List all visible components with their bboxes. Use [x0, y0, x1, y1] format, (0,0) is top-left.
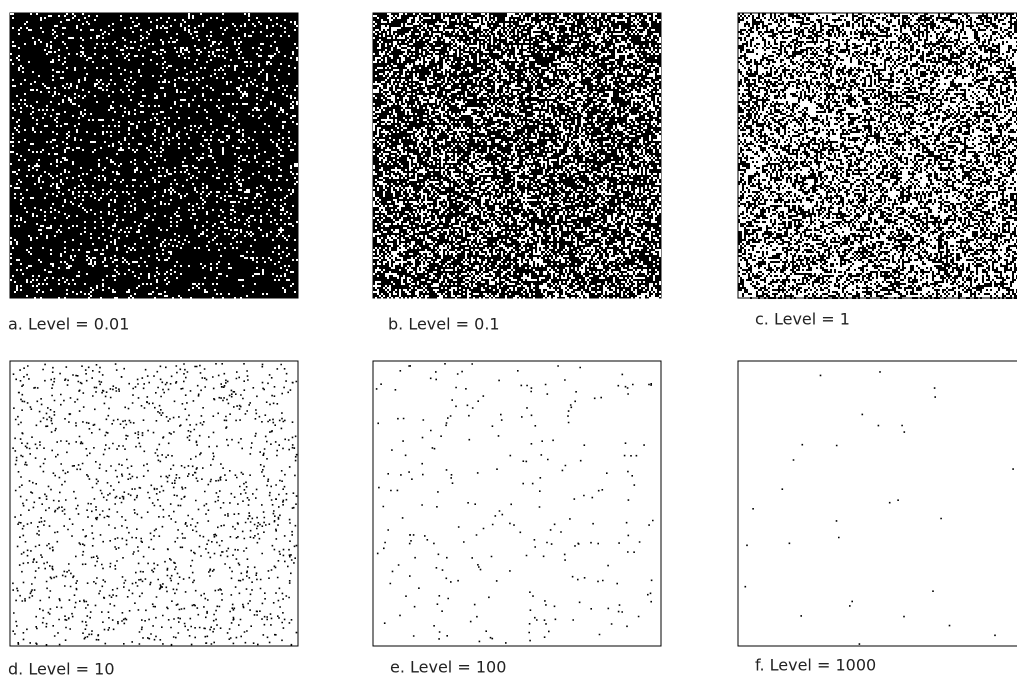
figure: a. Level = 0.01 b. Level = 0.1 c. Level = …	[0, 0, 1017, 680]
caption: e. Level = 100	[390, 658, 506, 677]
noise-panel	[373, 361, 661, 646]
caption: b. Level = 0.1	[388, 315, 500, 334]
caption: c. Level = 1	[755, 310, 850, 329]
noise-panel	[738, 361, 1017, 646]
caption: f. Level = 1000	[755, 656, 876, 675]
noise-panel	[10, 361, 298, 646]
caption: d. Level = 10	[8, 660, 115, 679]
caption: a. Level = 0.01	[8, 315, 129, 334]
